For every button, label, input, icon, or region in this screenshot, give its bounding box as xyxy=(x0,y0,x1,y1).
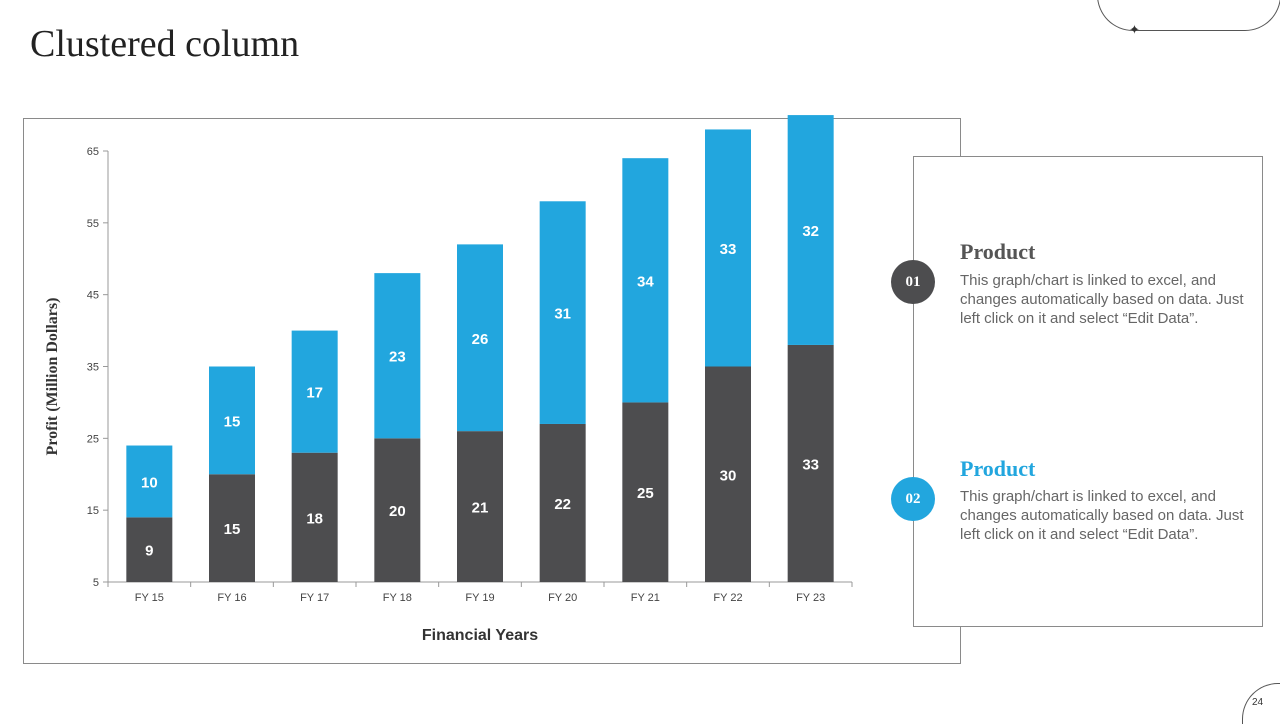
y-axis-title: Profit (Million Dollars) xyxy=(44,298,61,456)
bar-1-7 xyxy=(705,366,751,582)
bar-label-2-8: 32 xyxy=(802,223,819,240)
bar-2-8 xyxy=(787,115,834,345)
bar-label-1-1: 15 xyxy=(224,521,241,538)
bar-label-1-0: 9 xyxy=(145,543,153,560)
bar-label-2-0: 10 xyxy=(141,474,158,491)
bar-label-1-5: 22 xyxy=(554,496,571,513)
bar-label-2-7: 33 xyxy=(720,241,737,258)
bar-2-6 xyxy=(622,158,669,403)
page-number: 24 xyxy=(1252,697,1264,708)
legend-badge-01: 01 xyxy=(891,260,935,304)
legend-title-01: Product xyxy=(960,239,1036,264)
y-tick-label-1: 15 xyxy=(87,505,99,517)
bar-label-1-6: 25 xyxy=(637,485,654,502)
x-tick-label-6: FY 21 xyxy=(631,592,660,604)
bar-label-1-2: 18 xyxy=(306,510,323,527)
x-tick-label-0: FY 15 xyxy=(135,592,164,604)
bar-label-2-4: 26 xyxy=(472,331,489,348)
y-tick-label-5: 55 xyxy=(87,218,99,230)
bar-1-2 xyxy=(291,452,338,582)
bar-1-4 xyxy=(457,431,503,582)
bar-label-2-6: 34 xyxy=(637,273,654,290)
bar-1-3 xyxy=(374,438,421,582)
x-tick-label-2: FY 17 xyxy=(300,592,329,604)
bar-label-1-3: 20 xyxy=(389,503,406,520)
bar-label-2-3: 23 xyxy=(389,349,406,366)
bar-label-1-4: 21 xyxy=(472,500,489,517)
legend-text-01: This graph/chart is linked to excel, and… xyxy=(960,272,1244,327)
bar-2-0 xyxy=(126,445,173,518)
bar-1-8 xyxy=(787,344,834,582)
legend-title-02: Product xyxy=(960,456,1036,481)
bar-label-2-5: 31 xyxy=(554,306,571,323)
y-tick-label-3: 35 xyxy=(87,362,99,374)
bar-2-4 xyxy=(457,244,503,432)
legend-badge-02: 02 xyxy=(891,477,935,521)
bar-label-1-7: 30 xyxy=(720,467,737,484)
x-axis-title: Financial Years xyxy=(422,627,538,644)
bar-1-0 xyxy=(126,517,173,582)
bar-1-6 xyxy=(622,402,669,582)
sparkle-icon: ✦ xyxy=(1129,23,1140,38)
bar-2-5 xyxy=(539,201,586,424)
x-tick-label-4: FY 19 xyxy=(465,592,494,604)
x-tick-label-1: FY 16 xyxy=(217,592,246,604)
bar-1-1 xyxy=(209,474,255,582)
bar-label-1-8: 33 xyxy=(802,456,819,473)
y-tick-label-6: 65 xyxy=(87,146,99,158)
bar-2-2 xyxy=(291,330,338,453)
bar-label-2-2: 17 xyxy=(306,385,323,402)
x-tick-label-7: FY 22 xyxy=(713,592,742,604)
legend-text-02: This graph/chart is linked to excel, and… xyxy=(960,488,1244,543)
x-tick-label-3: FY 18 xyxy=(383,592,412,604)
x-tick-label-8: FY 23 xyxy=(796,592,825,604)
bar-label-2-1: 15 xyxy=(224,413,241,430)
y-tick-label-0: 5 xyxy=(93,577,99,589)
bar-1-5 xyxy=(539,423,586,582)
bar-2-3 xyxy=(374,273,421,439)
x-tick-label-5: FY 20 xyxy=(548,592,577,604)
bar-2-1 xyxy=(209,366,255,475)
y-tick-label-4: 45 xyxy=(87,290,99,302)
legend-panel xyxy=(913,156,1263,627)
y-tick-label-2: 25 xyxy=(87,433,99,445)
bar-2-7 xyxy=(705,129,751,367)
slide-title: Clustered column xyxy=(30,23,300,65)
